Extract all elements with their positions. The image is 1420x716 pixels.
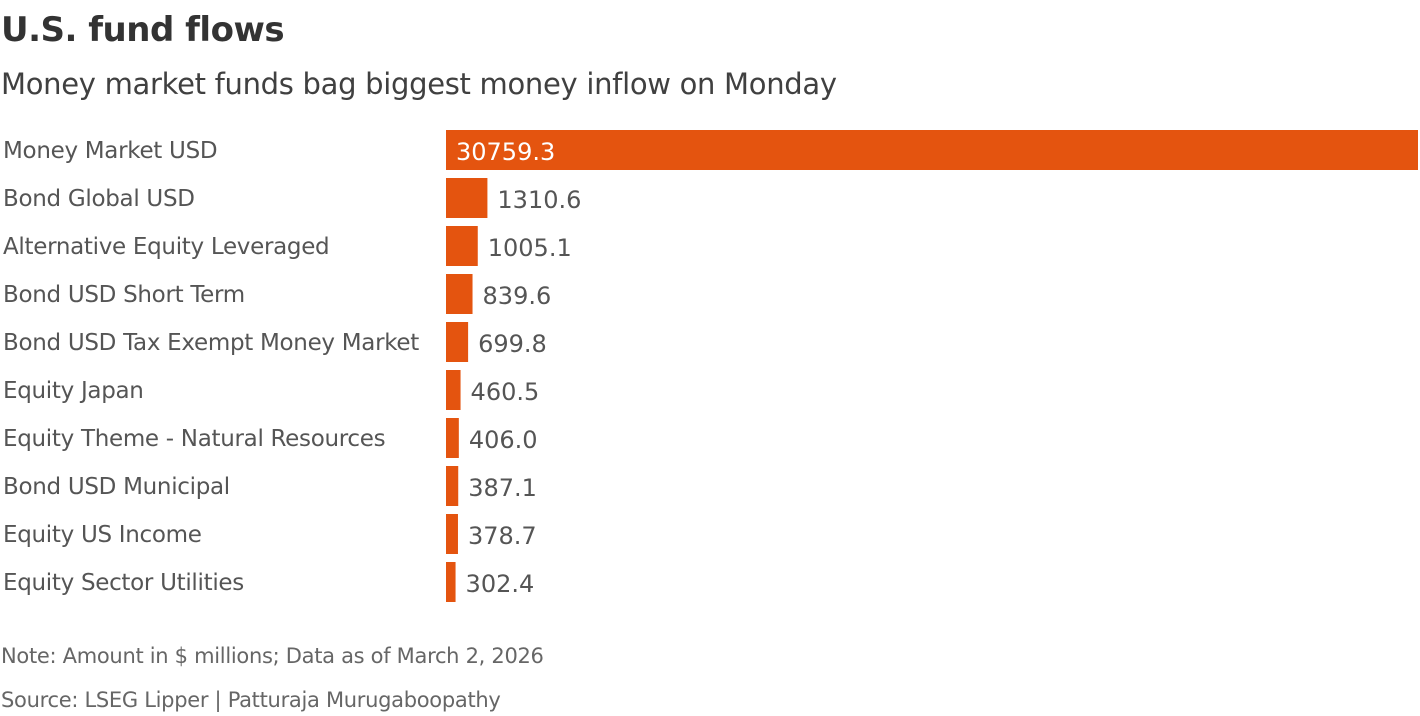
category-label: Bond USD Short Term bbox=[3, 282, 245, 308]
bar bbox=[446, 130, 1418, 170]
chart-source: Source: LSEG Lipper | Patturaja Murugabo… bbox=[1, 688, 501, 712]
category-label: Bond USD Municipal bbox=[3, 474, 230, 500]
bar bbox=[446, 322, 469, 362]
value-label: 1005.1 bbox=[488, 234, 572, 262]
bar bbox=[446, 418, 459, 458]
bar bbox=[446, 514, 458, 554]
value-label: 378.7 bbox=[468, 522, 537, 550]
category-label: Money Market USD bbox=[3, 138, 217, 164]
bar-chart: Money Market USD 30759.3 Bond Global USD 13… bbox=[3, 130, 1418, 602]
category-label: Equity Japan bbox=[3, 378, 144, 404]
bar bbox=[446, 274, 473, 314]
value-label: 460.5 bbox=[471, 378, 540, 406]
bar bbox=[446, 178, 488, 218]
category-label: Alternative Equity Leveraged bbox=[3, 234, 329, 260]
chart-subtitle: Money market funds bag biggest money inf… bbox=[1, 67, 837, 101]
category-label: Equity US Income bbox=[3, 522, 202, 548]
value-label: 30759.3 bbox=[456, 138, 555, 166]
value-label: 839.6 bbox=[483, 282, 552, 310]
value-label: 406.0 bbox=[469, 426, 538, 454]
bar bbox=[446, 466, 459, 506]
value-label: 302.4 bbox=[466, 570, 535, 598]
bar bbox=[446, 370, 461, 410]
value-label: 1310.6 bbox=[497, 186, 581, 214]
value-label: 387.1 bbox=[468, 474, 537, 502]
chart-note: Note: Amount in $ millions; Data as of M… bbox=[1, 644, 544, 668]
category-label: Equity Sector Utilities bbox=[3, 570, 244, 596]
category-label: Equity Theme - Natural Resources bbox=[3, 426, 385, 452]
category-label: Bond Global USD bbox=[3, 186, 195, 212]
value-label: 699.8 bbox=[478, 330, 547, 358]
bar bbox=[446, 226, 478, 266]
category-label: Bond USD Tax Exempt Money Market bbox=[3, 330, 419, 356]
bar bbox=[446, 562, 456, 602]
chart-title: U.S. fund flows bbox=[1, 10, 285, 50]
